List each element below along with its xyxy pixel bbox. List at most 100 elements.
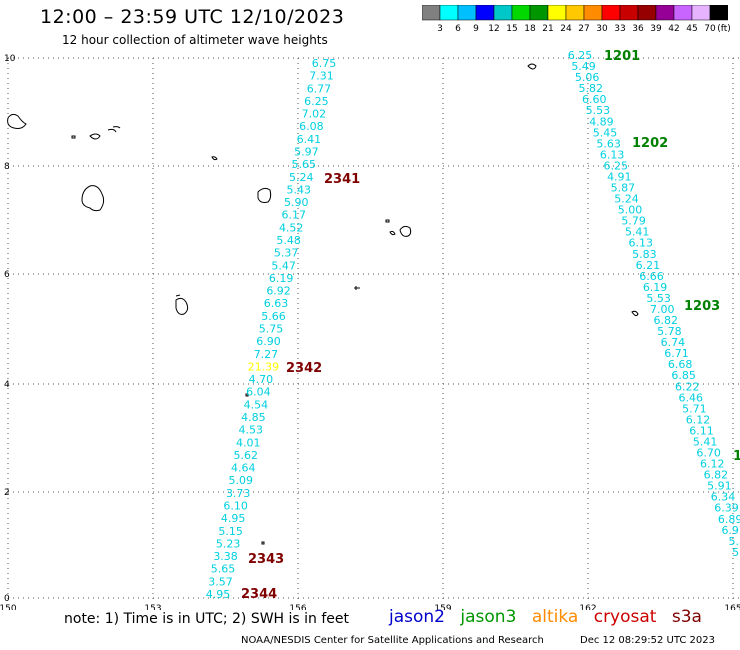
wave-height-value: 4.70: [249, 373, 274, 386]
wave-height-tracks: 6.757.316.776.257.026.086.415.975.655.24…: [206, 49, 740, 601]
wave-height-value: 5.09: [228, 474, 253, 487]
color-scale-tick: 3: [437, 24, 443, 34]
wave-height-value: 5.53: [586, 104, 611, 117]
color-scale-tick: 12: [488, 24, 499, 34]
wave-height-value: 5.23: [216, 537, 241, 550]
wave-height-value: 5.37: [274, 247, 299, 260]
wave-height-value: 4.53: [239, 424, 264, 437]
color-scale-tick: 24: [560, 24, 572, 34]
wave-height-value: 5.65: [211, 563, 236, 576]
wave-height-value: 6.66: [639, 270, 664, 283]
wave-height-value: 6.77: [307, 82, 332, 95]
longitude-tick-label: 162: [579, 604, 596, 610]
longitude-tick-label: 156: [289, 604, 306, 610]
color-scale-tick: 30: [596, 24, 608, 34]
wave-height-value: 7.02: [302, 108, 327, 121]
island-shape: [107, 126, 121, 133]
longitude-tick-label: 159: [434, 604, 451, 610]
color-swatch: [709, 5, 728, 21]
color-scale-tick: 9: [473, 24, 479, 34]
latitude-tick-label: 8: [4, 162, 10, 172]
wave-height-value: 4.95: [221, 512, 246, 525]
island-shape: [7, 113, 27, 129]
wave-height-value: 6.90: [256, 335, 281, 348]
longitude-tick-label: 153: [144, 604, 161, 610]
color-scale-labels: 3 6 9 12 15 18 21 24 27 30 33 36 39 42 45 70 (ft): [437, 24, 731, 34]
wave-height-value: 5.41: [693, 435, 718, 448]
satellite-legend: jason2 jason3 altika cryosat s3a: [389, 607, 712, 627]
island-shape: [399, 225, 412, 237]
wave-height-value: 6.12: [686, 413, 711, 426]
wave-height-value: 6.10: [223, 500, 248, 513]
island-shape: [385, 219, 390, 223]
legend-jason3: jason3: [460, 607, 517, 627]
color-scale-tick: 70: [704, 24, 716, 34]
wave-height-value: 4.01: [236, 436, 261, 449]
color-scale-unit: (ft): [717, 24, 731, 34]
wave-height-value: 6.04: [246, 386, 271, 399]
wave-height-value: 6.08: [299, 120, 324, 133]
island-shape: [389, 230, 396, 236]
wave-height-value: 4.91: [607, 170, 632, 183]
island-shape: [175, 297, 189, 315]
wave-height-value: 5.83: [632, 248, 657, 261]
wave-height-value: 5.00: [618, 204, 643, 217]
wave-height-value: 5.49: [571, 60, 596, 73]
wave-height-value: 6.17: [281, 209, 306, 222]
wave-height-value: 5.47: [271, 259, 296, 272]
wave-height-value: 6.74: [661, 336, 686, 349]
latitude-tick-label: 4: [4, 380, 10, 390]
wave-height-value: 4.64: [231, 462, 256, 475]
wave-height-value: 5.63: [596, 137, 621, 150]
units-note: note: 1) Time is in UTC; 2) SWH is in fe…: [64, 611, 350, 627]
color-scale-tick: 6: [455, 24, 461, 34]
wave-height-value: 5.87: [611, 182, 636, 195]
latitude-tick-label: 6: [4, 270, 10, 280]
latitude-tick-label: 10: [4, 54, 16, 64]
wave-height-value: 7.27: [254, 348, 279, 361]
wave-height-value: 6.22: [675, 380, 700, 393]
latitude-tick-label: 0: [4, 594, 10, 604]
island-shape: [175, 294, 181, 297]
island-shape: [257, 187, 272, 203]
wave-height-value: 6.19: [269, 272, 294, 285]
longitude-tick-label: 165: [724, 604, 740, 610]
wave-height-value: 6.82: [654, 314, 679, 327]
wave-height-value: 5.24: [289, 171, 314, 184]
wave-height-value: 6.21: [636, 259, 661, 272]
wave-height-value: 5.78: [657, 325, 682, 338]
wave-height-value: 6.85: [671, 369, 696, 382]
wave-height-value: 4.85: [241, 411, 266, 424]
island-shape: [89, 133, 101, 140]
wave-height-value: 4.89: [589, 115, 614, 128]
wave-height-value: 6.19: [643, 281, 668, 294]
footer-credit: NOAA/NESDIS Center for Satellite Applica…: [241, 635, 544, 646]
island-shape: [354, 286, 360, 290]
wave-height-value: 5.82: [578, 82, 603, 95]
wave-height-value: 6.68: [668, 358, 693, 371]
wave-height-value: 6.70: [696, 447, 721, 460]
wave-height-value: 6.89: [718, 513, 740, 526]
wave-height-value: 5.48: [276, 234, 301, 247]
color-scale-tick: 36: [632, 24, 644, 34]
wave-height-value: 5.24: [614, 193, 639, 206]
wave-height-value: 6.12: [700, 458, 725, 471]
color-scale-tick: 21: [542, 24, 553, 34]
wave-height-value: 7.31: [309, 70, 334, 83]
wave-height-value: 6.13: [600, 148, 625, 161]
color-scale-tick: 39: [650, 24, 662, 34]
wave-height-value: 6.71: [664, 347, 689, 360]
wave-height-value: 6.60: [582, 93, 607, 106]
wave-height-value: 6.82: [704, 469, 729, 482]
color-scale-tick: 18: [524, 24, 536, 34]
island-shape: [261, 541, 265, 545]
wave-height-value: 6.13: [629, 237, 654, 250]
longitude-tick-label: 150: [0, 604, 17, 610]
wave-height-value: 5.71: [682, 402, 707, 415]
wave-height-value: 4.95: [206, 588, 231, 601]
island-outlines: [7, 63, 639, 545]
wave-height-value: 6.97: [721, 524, 740, 537]
wave-height-value: 7.00: [650, 303, 675, 316]
chart-subtitle: 12 hour collection of altimeter wave hei…: [62, 33, 328, 47]
